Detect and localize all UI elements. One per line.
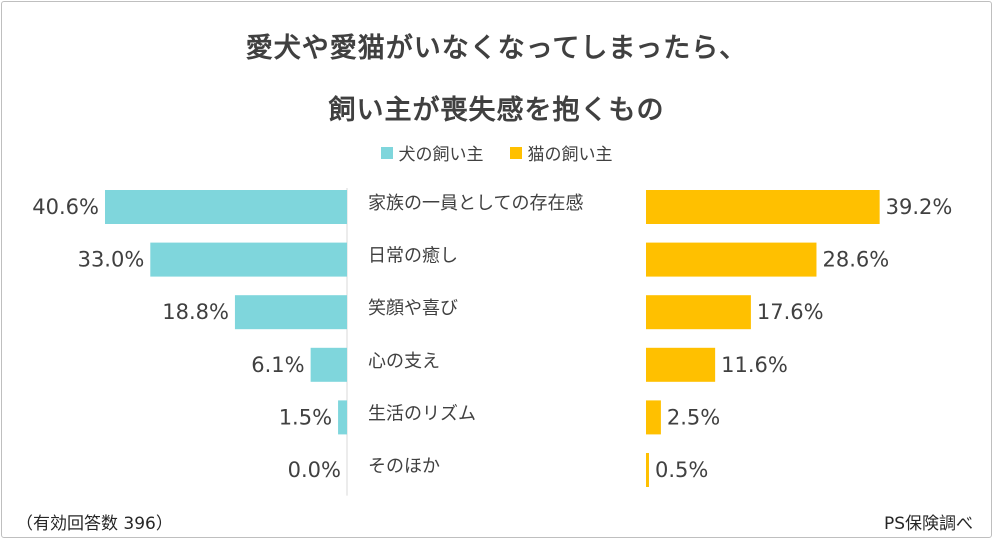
legend: 犬の飼い主 猫の飼い主 bbox=[0, 140, 993, 165]
legend-label-dog: 犬の飼い主 bbox=[398, 145, 484, 165]
chart-title-line-2: 飼い主が喪失感を抱くもの bbox=[328, 95, 665, 126]
legend-swatch-cat bbox=[509, 146, 522, 159]
dog-bar bbox=[234, 295, 347, 330]
dog-value-label: 0.0% bbox=[288, 458, 341, 482]
category-label: そのほか bbox=[368, 456, 440, 477]
cat-bar bbox=[646, 453, 649, 487]
dog-value-label: 18.8% bbox=[162, 300, 229, 324]
dog-bar bbox=[105, 190, 347, 224]
category-label: 笑顔や喜び bbox=[368, 298, 458, 319]
cat-bar bbox=[646, 242, 817, 277]
dog-bar bbox=[150, 242, 347, 277]
cat-value-label: 28.6% bbox=[822, 248, 889, 272]
category-label: 日常の癒し bbox=[368, 246, 458, 267]
cat-value-label: 2.5% bbox=[667, 405, 720, 429]
cat-bar bbox=[646, 190, 880, 224]
cat-value-label: 39.2% bbox=[886, 195, 953, 219]
category-label: 心の支え bbox=[368, 351, 440, 372]
cat-value-label: 17.6% bbox=[757, 300, 824, 324]
dog-bar bbox=[338, 400, 347, 435]
category-label: 家族の一員としての存在感 bbox=[368, 193, 583, 214]
dog-value-label: 33.0% bbox=[78, 248, 145, 272]
legend-label-cat: 猫の飼い主 bbox=[527, 145, 613, 165]
legend-item-cat: 猫の飼い主 bbox=[509, 140, 613, 165]
dog-bar bbox=[310, 347, 347, 382]
cat-bar bbox=[646, 347, 716, 382]
legend-item-dog: 犬の飼い主 bbox=[380, 140, 484, 165]
cat-value-label: 0.5% bbox=[655, 458, 708, 482]
category-label: 生活のリズム bbox=[368, 403, 476, 424]
sample-size-note: （有効回答数 396） bbox=[16, 514, 173, 534]
dog-value-label: 40.6% bbox=[32, 195, 99, 219]
dog-value-label: 6.1% bbox=[251, 353, 304, 377]
source-note: PS保険調べ bbox=[883, 514, 973, 534]
chart-title-line-1: 愛犬や愛猫がいなくなってしまったら、 bbox=[245, 33, 748, 64]
cat-bar bbox=[646, 400, 661, 435]
legend-swatch-dog bbox=[380, 146, 393, 159]
cat-bar bbox=[646, 295, 751, 330]
cat-value-label: 11.6% bbox=[721, 353, 788, 377]
dog-value-label: 1.5% bbox=[279, 405, 332, 429]
